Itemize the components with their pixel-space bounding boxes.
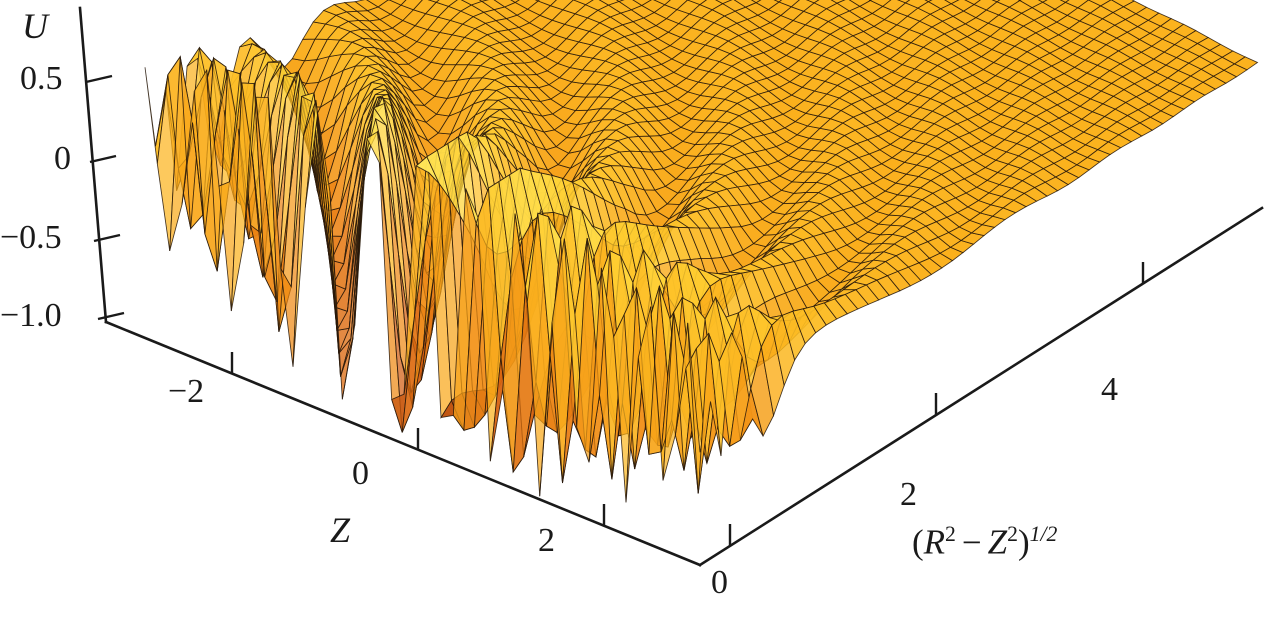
- u-tick-3: [97, 311, 125, 321]
- u-tick-1: [89, 154, 117, 164]
- surface-mesh: [144, 0, 1259, 503]
- axis-line-u: [78, 6, 108, 324]
- axis-line-radius: [698, 206, 1264, 567]
- axis-title-z: Z: [330, 510, 351, 550]
- symbol-r: R: [923, 522, 946, 562]
- x-tick-label-0: 0: [711, 564, 728, 601]
- axes-lines: [78, 6, 1264, 567]
- exp-half: 1/2: [1029, 522, 1058, 546]
- u-tick-label-0: 0.5: [20, 60, 63, 97]
- exp-r: 2: [945, 522, 956, 546]
- paren-close: ): [1017, 522, 1030, 562]
- x-tick-label-1: 2: [900, 476, 917, 513]
- u-tick-label-1: 0: [54, 140, 71, 177]
- symbol-z: Z: [987, 522, 1008, 562]
- z-tick-label-0: −2: [168, 373, 205, 410]
- u-tick-label-2: −0.5: [0, 219, 62, 256]
- paren-open: (: [912, 522, 924, 562]
- z-tick-label-1: 0: [352, 455, 369, 492]
- x-tick-label-2: 4: [1101, 371, 1118, 408]
- axis-title-radius: (R2− Z2)1/2: [912, 522, 1058, 562]
- minus-sign: −: [961, 522, 982, 562]
- z-tick-label-2: 2: [538, 522, 555, 559]
- u-tick-label-3: −1.0: [0, 297, 62, 334]
- exp-z: 2: [1007, 522, 1018, 546]
- axis-line-z: [104, 320, 702, 567]
- u-tick-0: [85, 74, 113, 84]
- axis-title-u: U: [22, 6, 48, 46]
- u-tick-2: [93, 233, 121, 243]
